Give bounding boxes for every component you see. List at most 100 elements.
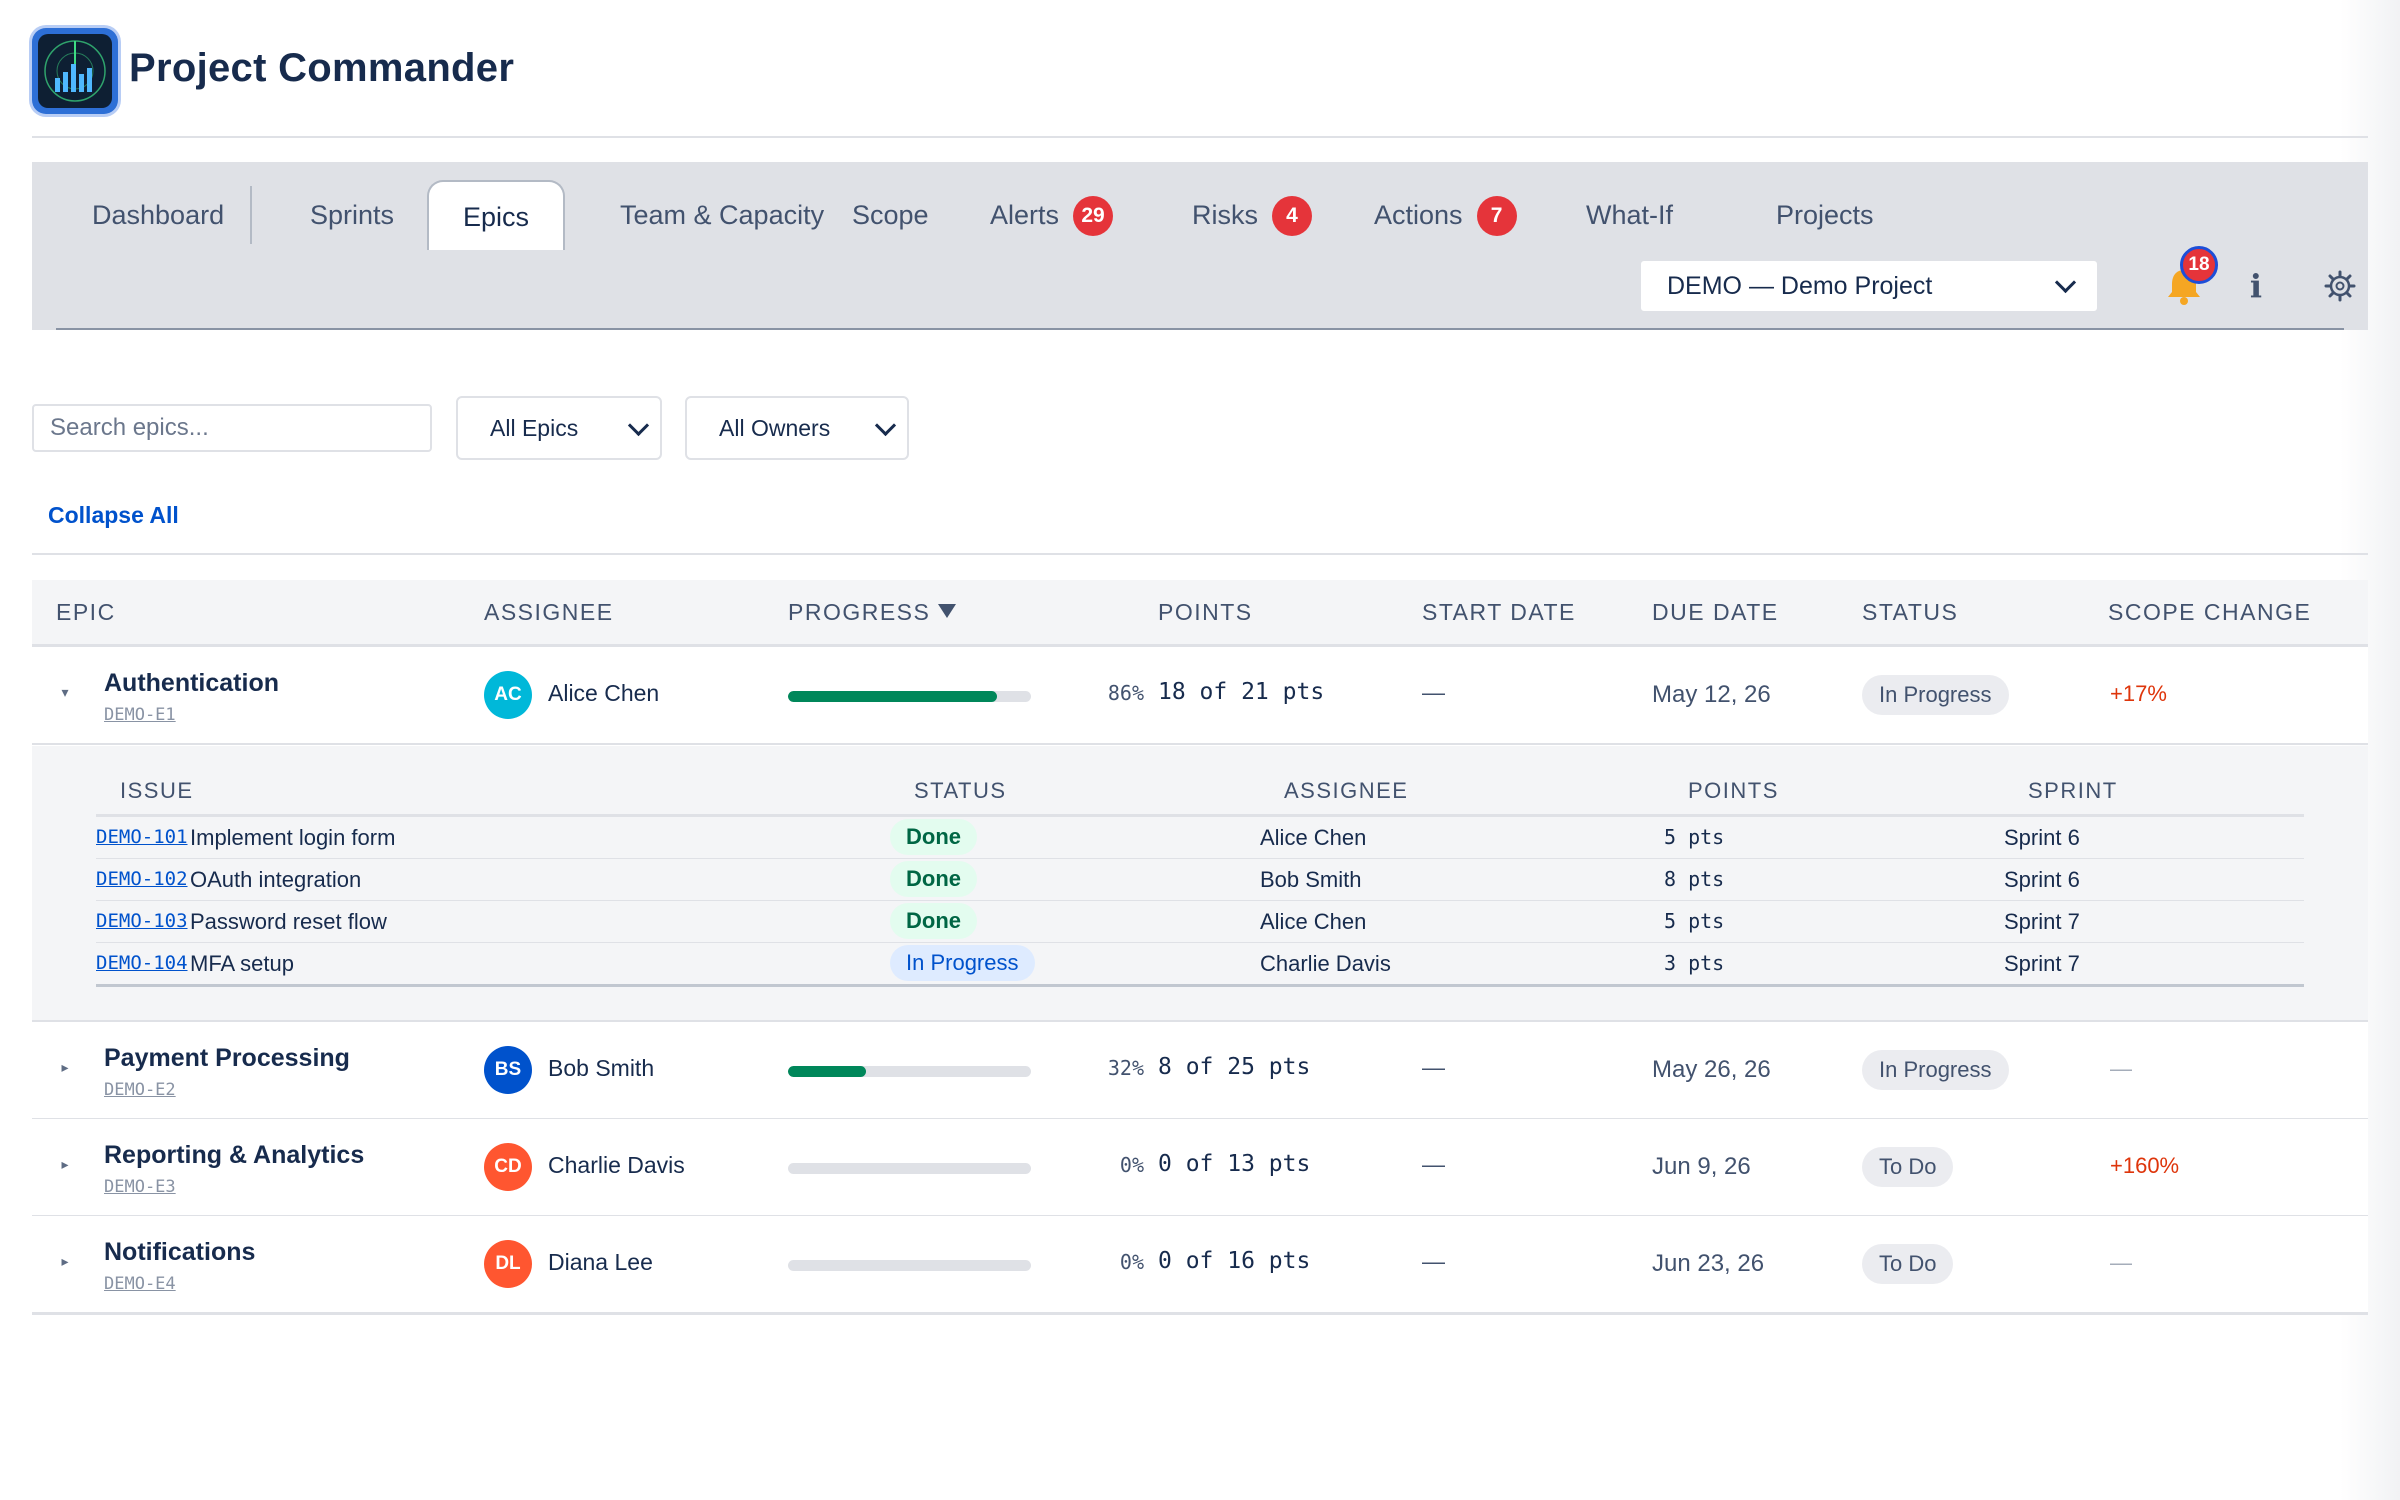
start-date: — [1422, 679, 1445, 705]
epic-row[interactable]: ▸ Reporting & Analytics DEMO-E3 CD Charl… [32, 1119, 2368, 1217]
issue-key-link[interactable]: DEMO-102 [96, 868, 188, 890]
expand-toggle-icon[interactable]: ▸ [61, 1156, 69, 1172]
start-date: — [1422, 1151, 1445, 1177]
issue-sprint: Sprint 6 [2004, 867, 2080, 892]
epic-row[interactable]: ▸ Notifications DEMO-E4 DL Diana Lee 0% … [32, 1216, 2368, 1315]
tab-dashboard[interactable]: Dashboard [58, 180, 258, 250]
column-header-progress[interactable]: PROGRESS [788, 580, 957, 644]
issue-row[interactable]: DEMO-101 Implement login form Done Alice… [96, 817, 2304, 859]
tab-label: Dashboard [92, 200, 225, 230]
issue-title: OAuth integration [190, 867, 362, 892]
start-date: — [1422, 1248, 1445, 1274]
issue-status-badge: Done [890, 861, 977, 897]
expand-toggle-icon[interactable]: ▸ [61, 1059, 69, 1075]
progress-bar [788, 1163, 1031, 1174]
progress-percent: 0% [1119, 1153, 1144, 1177]
avatar: AC [484, 671, 532, 719]
column-header-epic[interactable]: EPIC [56, 599, 116, 625]
epic-name[interactable]: Notifications [104, 1238, 256, 1266]
status-badge: To Do [1862, 1147, 1954, 1187]
issue-points: 5 pts [1664, 909, 1725, 933]
chevron-down-icon [627, 414, 650, 437]
epic-name[interactable]: Payment Processing [104, 1044, 350, 1072]
epic-name[interactable]: Authentication [104, 669, 279, 697]
issue-key-link[interactable]: DEMO-101 [96, 826, 188, 848]
epic-issues-panel: ISSUE STATUS ASSIGNEE POINTS SPRINT DEMO… [32, 746, 2368, 1022]
issue-row[interactable]: DEMO-104 MFA setup In Progress Charlie D… [96, 943, 2304, 987]
issue-status-badge: In Progress [890, 945, 1035, 981]
start-date: — [1422, 1054, 1445, 1080]
tab-label: Team & Capacity [620, 200, 825, 230]
epic-key-link[interactable]: DEMO-E1 [104, 705, 176, 725]
info-icon[interactable]: i [2249, 267, 2263, 305]
tab-label: Projects [1776, 200, 1874, 230]
tab-actions[interactable]: Actions 7 [1340, 180, 1551, 250]
issue-title: Password reset flow [190, 909, 387, 934]
scope-change: — [2110, 1056, 2132, 1081]
issue-row[interactable]: DEMO-102 OAuth integration Done Bob Smit… [96, 859, 2304, 901]
tab-divider [250, 186, 252, 244]
assignee-name: Diana Lee [548, 1249, 653, 1275]
risks-count-badge: 4 [1272, 196, 1312, 236]
owner-filter-select[interactable]: All Owners [685, 396, 909, 460]
column-header-due-date[interactable]: DUE DATE [1652, 599, 1779, 625]
app-header: Project Commander [32, 28, 2368, 138]
issue-assignee: Charlie Davis [1260, 951, 1391, 976]
scope-change: — [2110, 1250, 2132, 1275]
due-date: Jun 9, 26 [1652, 1153, 1751, 1180]
due-date: May 12, 26 [1652, 681, 1771, 708]
tab-label: Scope [852, 200, 929, 230]
issue-assignee: Bob Smith [1260, 867, 1362, 892]
collapse-all-link[interactable]: Collapse All [48, 502, 179, 528]
column-header-scope-change[interactable]: SCOPE CHANGE [2108, 599, 2312, 625]
assignee-name: Bob Smith [548, 1055, 655, 1081]
tab-what-if[interactable]: What-If [1552, 180, 1707, 250]
project-select-value: DEMO — Demo Project [1667, 272, 1933, 300]
main-navigation: Dashboard Sprints Epics Team & Capacity … [32, 162, 2368, 330]
tab-alerts[interactable]: Alerts 29 [956, 180, 1147, 250]
progress-bar [788, 1066, 1031, 1077]
tab-label: Actions [1374, 200, 1463, 230]
search-input[interactable] [32, 404, 432, 452]
issue-column-header-assignee: ASSIGNEE [1284, 778, 1409, 803]
epic-key-link[interactable]: DEMO-E2 [104, 1080, 176, 1100]
scope-change: +160% [2110, 1153, 2180, 1178]
issue-key-link[interactable]: DEMO-103 [96, 910, 188, 932]
progress-percent: 32% [1107, 1056, 1144, 1080]
tab-team-capacity[interactable]: Team & Capacity [586, 180, 858, 250]
issue-title: MFA setup [190, 951, 294, 976]
epic-filter-select[interactable]: All Epics [456, 396, 662, 460]
issue-column-header-points: POINTS [1688, 778, 1779, 803]
expand-toggle-icon[interactable]: ▸ [61, 1253, 69, 1269]
column-header-label: PROGRESS [788, 599, 931, 625]
issue-assignee: Alice Chen [1260, 909, 1367, 934]
collapse-toggle-icon[interactable]: ▾ [61, 684, 69, 700]
epic-key-link[interactable]: DEMO-E4 [104, 1274, 176, 1294]
epic-row[interactable]: ▾ Authentication DEMO-E1 AC Alice Chen 8… [32, 647, 2368, 745]
column-header-assignee[interactable]: ASSIGNEE [484, 599, 614, 625]
points: 8 of 25 pts [1158, 1054, 1311, 1080]
issue-row[interactable]: DEMO-103 Password reset flow Done Alice … [96, 901, 2304, 943]
issue-key-link[interactable]: DEMO-104 [96, 952, 188, 974]
tab-sprints[interactable]: Sprints [276, 180, 428, 250]
gear-icon[interactable] [2322, 268, 2358, 304]
actions-count-badge: 7 [1476, 196, 1517, 236]
app-logo [32, 28, 118, 114]
column-header-points[interactable]: POINTS [1158, 599, 1253, 625]
project-select[interactable]: DEMO — Demo Project [1640, 260, 2098, 312]
epic-key-link[interactable]: DEMO-E3 [104, 1177, 176, 1197]
due-date: May 26, 26 [1652, 1056, 1771, 1083]
progress-bar [788, 691, 1031, 702]
epic-row[interactable]: ▸ Payment Processing DEMO-E2 BS Bob Smit… [32, 1022, 2368, 1120]
chevron-down-icon [874, 414, 897, 437]
owner-filter-value: All Owners [719, 415, 831, 441]
tab-risks[interactable]: Risks 4 [1158, 180, 1346, 250]
column-header-status[interactable]: STATUS [1862, 599, 1959, 625]
tab-label: Alerts [990, 200, 1060, 230]
tab-scope[interactable]: Scope [818, 180, 963, 250]
tab-projects[interactable]: Projects [1742, 180, 1908, 250]
tab-epics[interactable]: Epics [427, 180, 566, 250]
tab-label: Epics [463, 202, 530, 232]
epic-name[interactable]: Reporting & Analytics [104, 1141, 365, 1169]
column-header-start-date[interactable]: START DATE [1422, 599, 1576, 625]
